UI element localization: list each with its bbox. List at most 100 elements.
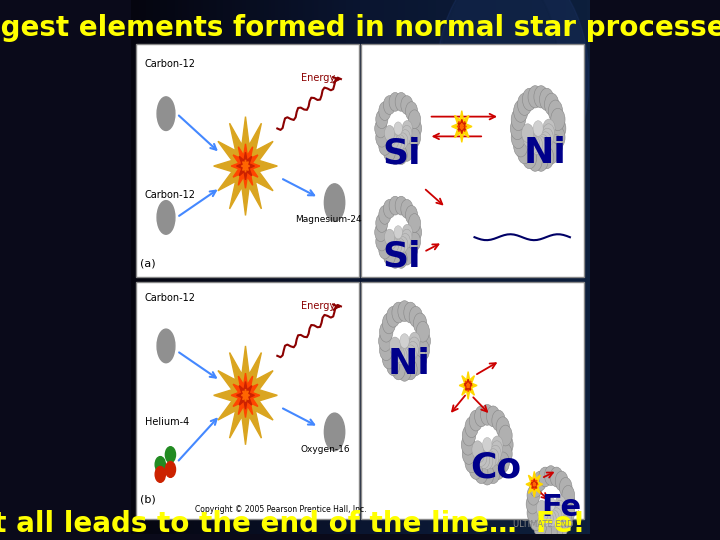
- Polygon shape: [526, 471, 543, 497]
- FancyBboxPatch shape: [361, 282, 584, 519]
- Circle shape: [398, 301, 411, 321]
- Circle shape: [409, 332, 420, 350]
- Circle shape: [550, 467, 563, 487]
- Circle shape: [539, 132, 552, 151]
- Circle shape: [400, 130, 410, 146]
- Text: Carbon-12: Carbon-12: [145, 190, 196, 200]
- Circle shape: [376, 129, 388, 147]
- Circle shape: [553, 504, 564, 521]
- Circle shape: [462, 434, 474, 455]
- Circle shape: [405, 102, 418, 120]
- Text: Copyright © 2005 Pearson Prentice Hall, Inc.: Copyright © 2005 Pearson Prentice Hall, …: [194, 505, 366, 514]
- Circle shape: [413, 348, 427, 369]
- Circle shape: [476, 449, 487, 467]
- Circle shape: [409, 355, 423, 375]
- Circle shape: [527, 503, 540, 523]
- Circle shape: [530, 477, 542, 497]
- Circle shape: [156, 467, 166, 482]
- Circle shape: [544, 523, 557, 540]
- Circle shape: [525, 132, 537, 151]
- Circle shape: [472, 441, 483, 458]
- Circle shape: [386, 233, 396, 249]
- Circle shape: [166, 447, 176, 463]
- Circle shape: [513, 100, 528, 122]
- Circle shape: [443, 0, 557, 148]
- Circle shape: [518, 93, 532, 116]
- Circle shape: [551, 109, 565, 131]
- Text: ULTIMATE END: ULTIMATE END: [513, 520, 573, 529]
- Circle shape: [396, 347, 407, 365]
- Circle shape: [550, 521, 563, 540]
- Circle shape: [392, 134, 402, 151]
- Circle shape: [395, 196, 408, 215]
- Circle shape: [485, 451, 496, 469]
- Circle shape: [539, 467, 552, 487]
- Circle shape: [379, 137, 391, 156]
- Circle shape: [389, 249, 401, 268]
- Text: Carbon-12: Carbon-12: [145, 59, 196, 69]
- Circle shape: [539, 146, 554, 168]
- Circle shape: [405, 240, 418, 259]
- Circle shape: [384, 143, 395, 161]
- Circle shape: [549, 100, 562, 122]
- Circle shape: [379, 330, 392, 352]
- Circle shape: [540, 508, 551, 524]
- Circle shape: [389, 146, 401, 165]
- Circle shape: [376, 232, 388, 251]
- Circle shape: [395, 134, 405, 151]
- Text: Helium-4: Helium-4: [145, 417, 189, 427]
- Circle shape: [405, 345, 416, 362]
- Circle shape: [487, 463, 500, 483]
- Circle shape: [391, 341, 402, 359]
- Circle shape: [551, 508, 562, 524]
- Circle shape: [379, 102, 391, 120]
- Polygon shape: [237, 381, 254, 409]
- Circle shape: [521, 124, 534, 143]
- FancyBboxPatch shape: [136, 44, 359, 276]
- Circle shape: [473, 445, 485, 463]
- Polygon shape: [231, 144, 260, 188]
- Text: Si: Si: [382, 240, 420, 274]
- Circle shape: [405, 137, 418, 156]
- Circle shape: [156, 457, 166, 472]
- Circle shape: [542, 124, 554, 143]
- Circle shape: [410, 223, 422, 241]
- Text: Energy: Energy: [302, 301, 336, 312]
- Circle shape: [546, 497, 555, 511]
- Circle shape: [410, 119, 422, 138]
- Circle shape: [465, 417, 478, 437]
- Circle shape: [511, 109, 526, 131]
- Circle shape: [511, 126, 526, 149]
- Ellipse shape: [325, 413, 345, 451]
- Circle shape: [393, 345, 404, 362]
- Circle shape: [534, 149, 548, 171]
- FancyBboxPatch shape: [136, 282, 359, 519]
- Circle shape: [526, 494, 539, 514]
- Circle shape: [408, 129, 420, 147]
- Polygon shape: [237, 152, 254, 180]
- Circle shape: [534, 471, 546, 491]
- Circle shape: [531, 136, 543, 154]
- Circle shape: [559, 511, 572, 531]
- Text: Biggest elements formed in normal star processes…: Biggest elements formed in normal star p…: [0, 14, 720, 42]
- Ellipse shape: [157, 329, 175, 363]
- Circle shape: [394, 122, 402, 135]
- Polygon shape: [459, 372, 477, 399]
- Polygon shape: [458, 119, 466, 133]
- Ellipse shape: [157, 201, 175, 234]
- Circle shape: [408, 232, 420, 251]
- Polygon shape: [467, 383, 469, 388]
- Circle shape: [407, 341, 418, 359]
- Circle shape: [416, 340, 430, 361]
- Circle shape: [398, 361, 411, 381]
- Circle shape: [379, 240, 391, 259]
- Circle shape: [374, 223, 387, 241]
- Circle shape: [523, 88, 536, 111]
- Circle shape: [401, 246, 413, 265]
- Circle shape: [469, 458, 482, 480]
- Circle shape: [539, 521, 552, 540]
- Ellipse shape: [325, 184, 345, 221]
- Circle shape: [530, 511, 542, 531]
- FancyBboxPatch shape: [361, 44, 584, 276]
- Circle shape: [386, 130, 396, 146]
